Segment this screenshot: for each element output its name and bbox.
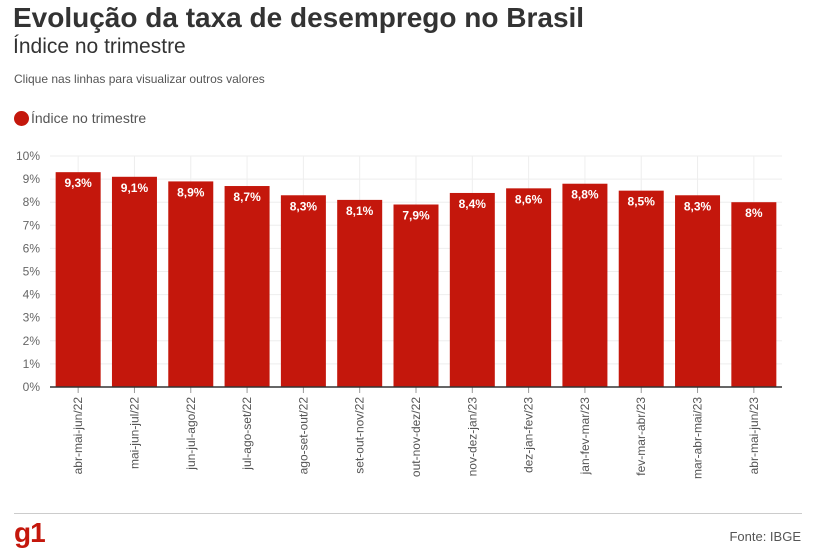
bar-value-label: 8,1% bbox=[346, 204, 374, 218]
x-tick-label: abr-mai-jun/23 bbox=[747, 397, 761, 475]
y-tick-label: 9% bbox=[23, 172, 41, 186]
x-tick-label: jul-ago-set/22 bbox=[240, 397, 254, 471]
x-tick-label: jan-fev-mar/23 bbox=[578, 397, 592, 476]
bar-value-label: 8,3% bbox=[290, 199, 318, 213]
bar[interactable] bbox=[731, 202, 777, 387]
chart-title: Evolução da taxa de desemprego no Brasil bbox=[13, 2, 585, 33]
x-tick-label: mai-jun-jul/22 bbox=[127, 397, 141, 469]
bar[interactable] bbox=[393, 204, 439, 387]
x-tick-label: fev-mar-abr/23 bbox=[634, 397, 648, 476]
bar-value-label: 8,8% bbox=[571, 188, 599, 202]
bar-value-label: 8,9% bbox=[177, 185, 205, 199]
bar[interactable] bbox=[562, 183, 608, 387]
bar-chart: 0% 1% 2% 3% 4% 5% 6% 7% 8% 9% 10% 9,3% abr-mai-jun/2… bbox=[16, 149, 782, 479]
bar-value-label: 8,3% bbox=[684, 199, 712, 213]
x-tick-label: ago-set-out/22 bbox=[296, 397, 310, 475]
x-tick-label: nov-dez-jan/23 bbox=[465, 397, 479, 477]
bar-value-label: 8% bbox=[745, 206, 763, 220]
instruction-text: Clique nas linhas para visualizar outros… bbox=[14, 72, 265, 86]
y-tick-label: 6% bbox=[23, 241, 41, 255]
x-tick-label: dez-jan-fev/23 bbox=[522, 397, 536, 473]
x-tick-label: set-out-nov/22 bbox=[353, 397, 367, 474]
legend-dot-icon bbox=[14, 110, 29, 126]
x-tick-label: mar-abr-mai/23 bbox=[691, 397, 705, 479]
bar-value-label: 8,7% bbox=[233, 190, 261, 204]
y-tick-label: 2% bbox=[23, 334, 41, 348]
bar[interactable] bbox=[280, 195, 326, 387]
bar[interactable] bbox=[618, 190, 664, 387]
y-tick-label: 7% bbox=[23, 218, 41, 232]
x-tick-label: out-nov-dez/22 bbox=[409, 397, 423, 477]
y-tick-label: 1% bbox=[23, 357, 41, 371]
legend-item[interactable]: Índice no trimestre bbox=[14, 110, 146, 126]
bar[interactable] bbox=[55, 172, 101, 387]
bar[interactable] bbox=[506, 188, 552, 387]
legend-label: Índice no trimestre bbox=[31, 110, 147, 126]
y-tick-label: 8% bbox=[23, 195, 41, 209]
g1-logo: g1 bbox=[14, 517, 46, 548]
y-tick-label: 0% bbox=[23, 380, 41, 394]
chart-subtitle: Índice no trimestre bbox=[13, 35, 186, 58]
bar[interactable] bbox=[224, 186, 270, 387]
bar[interactable] bbox=[168, 181, 214, 387]
x-tick-label: jun-jul-ago/22 bbox=[184, 397, 198, 471]
source-note: Fonte: IBGE bbox=[729, 529, 801, 544]
bar-value-label: 8,5% bbox=[628, 195, 656, 209]
x-tick-label: abr-mai-jun/22 bbox=[71, 397, 85, 475]
bar[interactable] bbox=[337, 199, 383, 387]
bar-value-label: 9,1% bbox=[121, 181, 149, 195]
y-tick-label: 4% bbox=[23, 288, 41, 302]
bar-value-label: 8,6% bbox=[515, 192, 543, 206]
bar[interactable] bbox=[675, 195, 721, 387]
y-tick-label: 10% bbox=[16, 149, 40, 163]
bar[interactable] bbox=[449, 192, 495, 387]
footer-divider bbox=[14, 513, 802, 514]
bar[interactable] bbox=[111, 176, 157, 387]
bar-value-label: 9,3% bbox=[64, 176, 92, 190]
bar-value-label: 7,9% bbox=[402, 209, 430, 223]
y-tick-label: 5% bbox=[23, 265, 41, 279]
bar-value-label: 8,4% bbox=[459, 197, 487, 211]
y-tick-label: 3% bbox=[23, 311, 41, 325]
